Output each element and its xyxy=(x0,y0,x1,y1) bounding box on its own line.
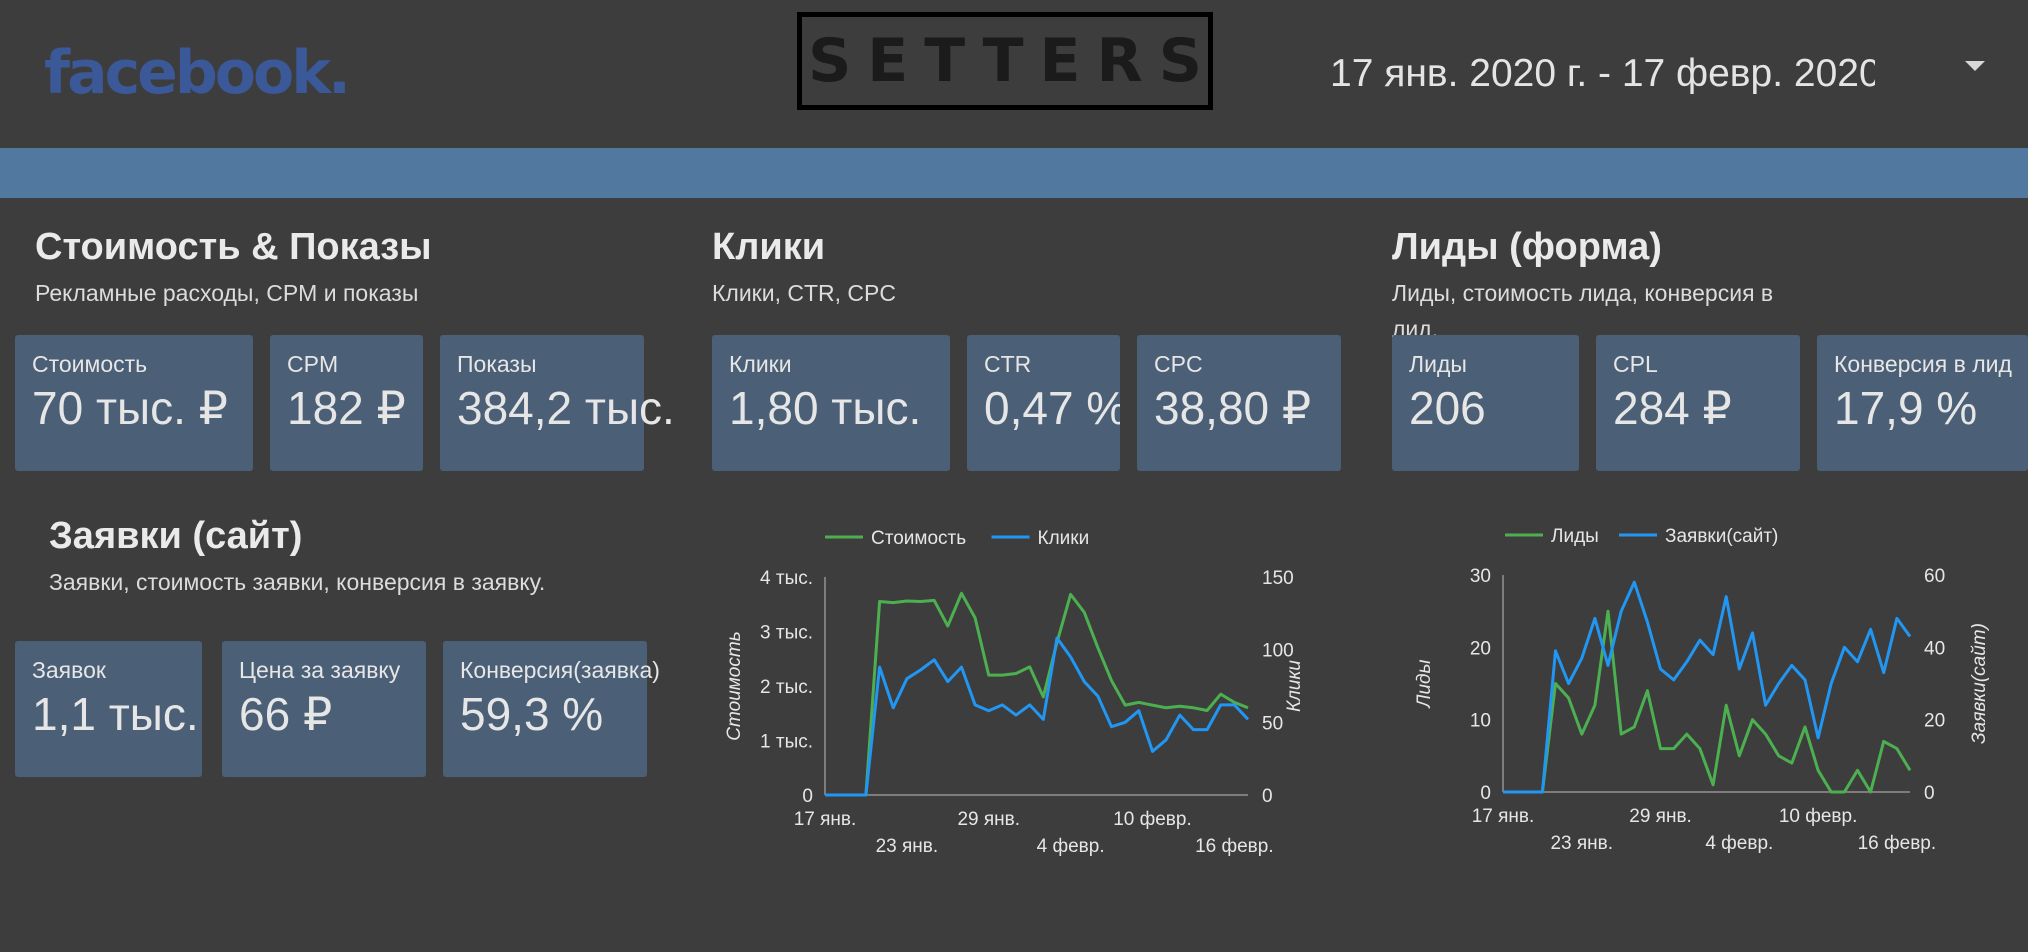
card-label: CPC xyxy=(1154,351,1203,377)
section-title-clicks: Клики xyxy=(712,226,826,268)
x-tick-label: 17 янв. xyxy=(794,809,857,830)
section-title-orders: Заявки (сайт) xyxy=(49,515,303,557)
card-clicks: Клики 1,80 тыс. xyxy=(712,335,950,471)
card-value: 70 тыс. ₽ xyxy=(32,382,228,434)
card-value: 206 xyxy=(1409,382,1486,434)
cost-clicks-chart: 0 1 тыс. 2 тыс. 3 тыс. 4 тыс. 0 50 100 150 17 янв… xyxy=(724,528,1305,857)
x-tick-label: 4 февр. xyxy=(1705,833,1773,854)
x-tick-label: 29 янв. xyxy=(1629,806,1692,827)
card-order-conversion: Конверсия(заявка) 59,3 % xyxy=(443,641,660,777)
y-left-tick-label: 1 тыс. xyxy=(760,732,813,753)
series-line-left xyxy=(1503,609,1912,794)
y-right-axis-title: Заявки(сайт) xyxy=(1969,623,1990,744)
card-lead-conversion: Конверсия в лид 17,9 % xyxy=(1817,335,2028,471)
legend-label: Заявки(сайт) xyxy=(1665,526,1778,547)
card-orders: Заявок 1,1 тыс. xyxy=(15,641,202,777)
date-range-selector[interactable]: 17 янв. 2020 г. - 17 февр. 2020 г. xyxy=(1330,44,1875,104)
card-label: Конверсия в лид xyxy=(1834,351,2012,377)
y-left-axis-title: Лиды xyxy=(1414,659,1435,709)
y-left-tick-label: 3 тыс. xyxy=(760,623,813,644)
date-range-text: 17 янв. 2020 г. - 17 февр. 2020 г. xyxy=(1330,52,1875,95)
card-order-price: Цена за заявку 66 ₽ xyxy=(222,641,426,777)
section-subtitle-leads: Лиды, стоимость лида, конверсия в лид. xyxy=(1392,280,1774,342)
card-cpm: CPM 182 ₽ xyxy=(270,335,423,471)
card-label: Лиды xyxy=(1409,351,1467,377)
card-label: Стоимость xyxy=(32,351,148,377)
card-value: 59,3 % xyxy=(460,688,604,740)
card-value: 182 ₽ xyxy=(287,382,406,434)
card-cpc: CPC 38,80 ₽ xyxy=(1137,335,1341,471)
section-subtitle-cost: Рекламные расходы, CPM и показы xyxy=(35,280,419,306)
x-tick-label: 10 февр. xyxy=(1113,809,1192,830)
y-left-tick-label: 20 xyxy=(1470,638,1491,659)
y-right-tick-label: 0 xyxy=(1924,783,1935,804)
card-value: 384,2 тыс. xyxy=(457,382,675,434)
card-cost: Стоимость 70 тыс. ₽ xyxy=(15,335,253,471)
x-tick-label: 4 февр. xyxy=(1037,836,1105,857)
card-value: 1,1 тыс. xyxy=(32,688,199,740)
x-tick-label: 16 февр. xyxy=(1195,836,1274,857)
card-leads: Лиды 206 xyxy=(1392,335,1579,471)
y-right-tick-label: 100 xyxy=(1262,641,1294,662)
card-value: 17,9 % xyxy=(1834,382,1978,434)
y-right-tick-label: 150 xyxy=(1262,568,1294,589)
y-left-tick-label: 0 xyxy=(802,786,813,807)
card-label: Заявок xyxy=(32,657,106,683)
card-impressions: Показы 384,2 тыс. xyxy=(440,335,675,471)
card-value: 1,80 тыс. xyxy=(729,382,922,434)
series-line-left xyxy=(825,591,1249,797)
x-tick-label: 10 февр. xyxy=(1779,806,1858,827)
y-left-tick-label: 2 тыс. xyxy=(760,677,813,698)
y-right-tick-label: 20 xyxy=(1924,711,1945,732)
y-right-tick-label: 60 xyxy=(1924,566,1945,587)
section-subtitle-clicks: Клики, CTR, CPC xyxy=(712,280,896,306)
x-tick-label: 29 янв. xyxy=(957,809,1020,830)
card-label: CPL xyxy=(1613,351,1658,377)
card-label: Конверсия(заявка) xyxy=(460,657,660,683)
y-right-axis-title: Клики xyxy=(1284,660,1305,712)
legend-label: Лиды xyxy=(1551,526,1599,547)
leads-orders-chart: 0 10 20 30 0 20 40 60 17 янв. 29 янв. 10 февр. 23 я… xyxy=(1414,526,1990,854)
y-right-tick-label: 50 xyxy=(1262,713,1283,734)
x-tick-label: 23 янв. xyxy=(1550,833,1613,854)
y-right-tick-label: 0 xyxy=(1262,786,1273,807)
card-cpl: CPL 284 ₽ xyxy=(1596,335,1800,471)
y-left-tick-label: 10 xyxy=(1470,711,1491,732)
card-label: Цена за заявку xyxy=(239,657,401,683)
x-tick-label: 16 февр. xyxy=(1858,833,1937,854)
card-label: Показы xyxy=(457,351,537,377)
section-subtitle-orders: Заявки, стоимость заявки, конверсия в за… xyxy=(49,569,546,595)
chevron-down-icon[interactable] xyxy=(1965,61,1985,71)
y-left-tick-label: 0 xyxy=(1480,783,1491,804)
y-left-tick-label: 30 xyxy=(1470,566,1491,587)
card-ctr: CTR 0,47 % xyxy=(967,335,1120,471)
legend-label: Стоимость xyxy=(871,528,966,549)
legend-label: Клики xyxy=(1038,528,1090,549)
facebook-logo: facebook. xyxy=(44,38,351,108)
card-label: Клики xyxy=(729,351,792,377)
section-title-leads: Лиды (форма) xyxy=(1392,226,1662,268)
card-value: 0,47 % xyxy=(984,382,1120,434)
section-title-cost: Стоимость & Показы xyxy=(35,226,432,268)
card-value: 284 ₽ xyxy=(1613,382,1732,434)
y-left-tick-label: 4 тыс. xyxy=(760,568,813,589)
y-right-tick-label: 40 xyxy=(1924,638,1945,659)
card-label: CTR xyxy=(984,351,1032,377)
series-line-right xyxy=(825,636,1250,797)
header-banner xyxy=(0,148,2028,198)
card-label: CPM xyxy=(287,351,339,377)
setters-logo-text: SETTERS xyxy=(808,26,1218,96)
x-tick-label: 23 янв. xyxy=(876,836,939,857)
y-left-axis-title: Стоимость xyxy=(724,631,745,740)
card-value: 38,80 ₽ xyxy=(1154,382,1312,434)
card-value: 66 ₽ xyxy=(239,688,333,740)
series-line-right xyxy=(1503,580,1912,794)
x-tick-label: 17 янв. xyxy=(1472,806,1535,827)
setters-logo: SETTERS xyxy=(797,12,1213,110)
